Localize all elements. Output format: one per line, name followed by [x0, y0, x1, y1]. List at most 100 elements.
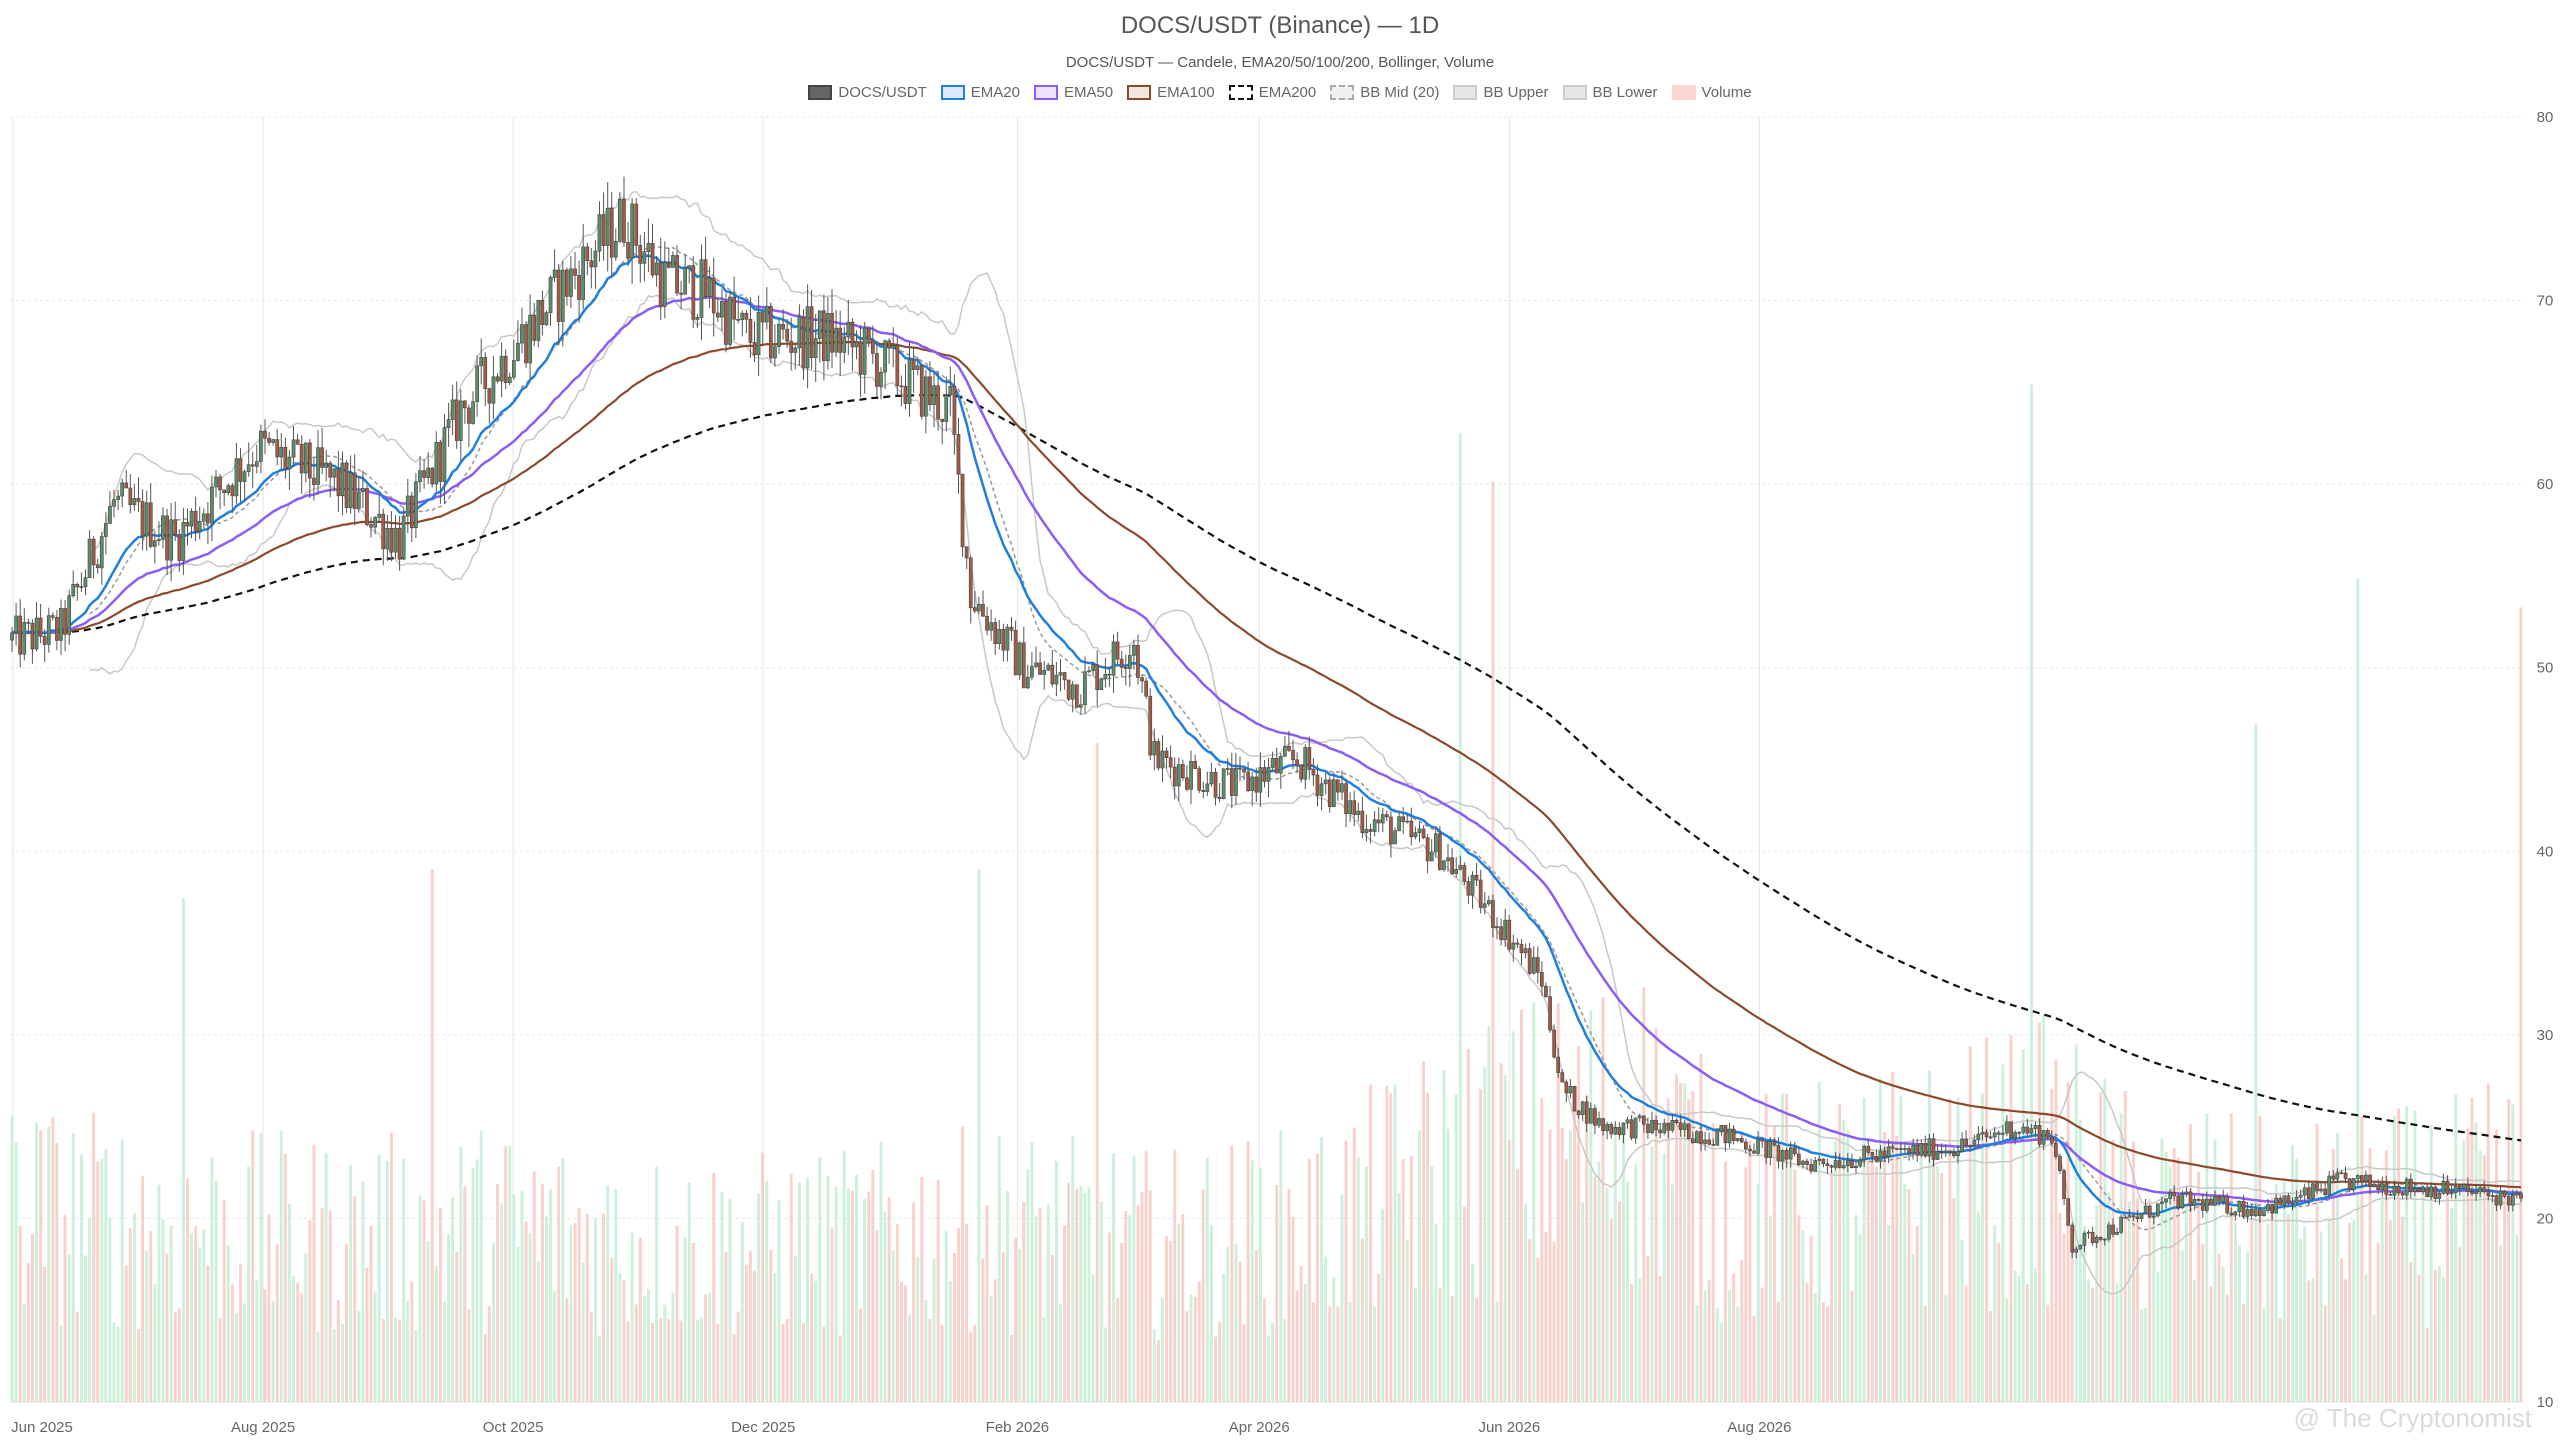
volume-bar	[740, 1222, 744, 1402]
volume-bar	[1426, 1092, 1430, 1402]
candle-body	[1221, 768, 1226, 799]
candle-body	[715, 312, 720, 318]
volume-bar	[1622, 1122, 1625, 1402]
candle-body	[222, 489, 227, 493]
volume-bar	[1136, 1205, 1140, 1402]
volume-bar	[345, 1244, 348, 1402]
candle-body	[46, 615, 51, 645]
volume-bar	[679, 1320, 683, 1402]
volume-bar	[2470, 1097, 2474, 1402]
candle-body	[1727, 1128, 1732, 1144]
candle-body	[14, 615, 19, 634]
volume-bar	[116, 1326, 120, 1402]
volume-bar	[826, 1175, 830, 1402]
candle-body	[687, 265, 692, 269]
candle-body	[911, 359, 916, 370]
volume-bar	[1499, 1063, 1503, 1402]
candle-body	[2058, 1156, 2062, 1171]
bb-upper-line	[88, 190, 2521, 1205]
volume-bar	[308, 1220, 312, 1402]
candle-body	[1793, 1147, 1797, 1155]
candle-body	[1058, 672, 1063, 676]
volume-bar	[916, 1256, 920, 1402]
volume-bar	[1768, 1215, 1772, 1402]
candle-body	[1923, 1143, 1928, 1157]
candle-body	[789, 340, 794, 353]
volume-bar	[2140, 1309, 2143, 1402]
legend-item[interactable]: EMA20	[940, 84, 1020, 101]
volume-bar	[1356, 1157, 1360, 1402]
volume-bar	[1899, 1096, 1903, 1402]
candle-body	[679, 292, 683, 295]
volume-bar	[1381, 1208, 1385, 1402]
legend-item[interactable]: EMA100	[1127, 84, 1215, 101]
legend-item[interactable]: BB Mid (20)	[1330, 84, 1439, 101]
volume-bar	[267, 1214, 271, 1402]
volume-bar	[1834, 1140, 1838, 1402]
volume-bar	[814, 1281, 818, 1402]
volume-bar	[761, 1152, 765, 1402]
legend-swatch	[1453, 85, 1478, 100]
legend-item[interactable]: DOCS/USDT	[808, 84, 927, 101]
volume-bar	[1042, 1317, 1046, 1402]
volume-bar	[1650, 1146, 1654, 1402]
candle-body	[728, 296, 732, 345]
legend-item[interactable]: EMA50	[1033, 84, 1113, 101]
volume-bar	[1059, 1304, 1062, 1402]
volume-bar	[1719, 1323, 1723, 1402]
volume-bar	[2030, 384, 2033, 1403]
ema100-line	[11, 340, 2522, 1189]
volume-bar	[1666, 1098, 1670, 1402]
candle-body	[809, 306, 814, 359]
volume-bar	[2193, 1280, 2197, 1402]
candle-body	[1633, 1117, 1638, 1139]
legend-item[interactable]: BB Lower	[1562, 84, 1658, 101]
candle-body	[1886, 1146, 1891, 1158]
volume-bar	[2352, 1220, 2356, 1402]
candle-body	[866, 327, 871, 341]
legend-item[interactable]: Volume	[1671, 84, 1752, 101]
candle-body	[1083, 671, 1087, 705]
volume-bar	[235, 1313, 238, 1402]
candle-body	[2258, 1209, 2262, 1216]
volume-bar	[789, 1173, 793, 1402]
candle-body	[1992, 1132, 1997, 1138]
x-tick-label: Apr 2026	[1229, 1419, 1290, 1436]
candle-body	[1189, 761, 1193, 790]
candle-body	[1103, 673, 1108, 680]
volume-bar	[14, 1141, 18, 1402]
volume-bar	[744, 1264, 748, 1402]
candle-body	[2319, 1188, 2323, 1192]
candle-body	[1254, 776, 1259, 793]
volume-bar	[1618, 1201, 1621, 1402]
bollinger-bands	[88, 190, 2522, 1295]
volume-bar	[2050, 1088, 2054, 1402]
candle-body	[1238, 767, 1242, 770]
volume-bar	[2066, 1082, 2070, 1402]
legend-item[interactable]: BB Upper	[1453, 84, 1549, 101]
candle-body	[2482, 1187, 2487, 1192]
volume-bar	[859, 1308, 863, 1402]
candle-body	[1421, 828, 1426, 839]
candle-body	[1507, 919, 1512, 950]
volume-bar	[867, 1191, 871, 1402]
legend-item[interactable]: EMA200	[1228, 84, 1316, 101]
candle-body	[2425, 1187, 2430, 1198]
volume-bar	[1275, 1184, 1279, 1402]
volume-bar	[173, 1312, 177, 1402]
volume-bar	[777, 1200, 781, 1402]
candle-body	[491, 376, 496, 404]
candle-body	[1205, 783, 1210, 792]
volume-bar	[2201, 1243, 2205, 1402]
volume-bar	[2409, 1262, 2413, 1402]
volume-bar	[618, 1273, 622, 1402]
candle-body	[1878, 1150, 1883, 1162]
candle-body	[2441, 1180, 2446, 1194]
volume-bar	[1573, 1091, 1576, 1402]
volume-bar	[96, 1161, 100, 1402]
volume-bar	[1397, 1193, 1401, 1402]
volume-bar	[1699, 1054, 1703, 1402]
candle-body	[703, 259, 708, 298]
volume-bar	[2242, 1303, 2245, 1402]
candle-body	[503, 355, 508, 384]
